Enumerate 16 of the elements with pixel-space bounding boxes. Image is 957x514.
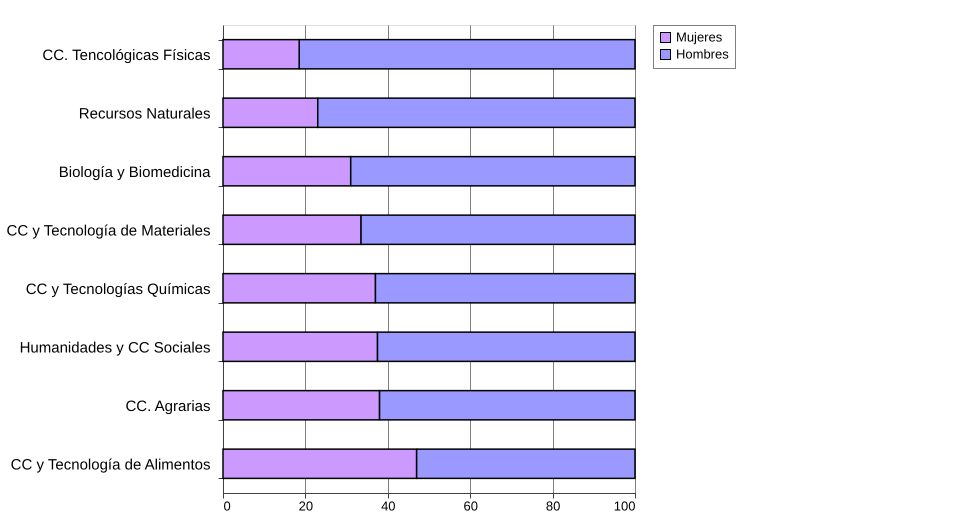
y-tick-label: Biología y Biomedicina — [58, 164, 212, 181]
y-tick-label: Recursos Naturales — [78, 105, 210, 122]
y-tick-label: CC. Tencológicas Físicas — [42, 46, 210, 64]
x-tick-label: 0 — [224, 498, 231, 514]
x-tick-label: 20 — [298, 498, 314, 514]
legend-label: Mujeres — [676, 30, 723, 44]
x-tick-label: 100 — [614, 498, 636, 514]
x-tick-label: 80 — [546, 498, 560, 514]
x-tick-label: 40 — [381, 498, 396, 514]
y-tick-label: CC y Tecnologías Químicas — [26, 280, 210, 298]
y-tick-label: CC y Tecnología de Materiales — [6, 222, 210, 240]
y-tick-label: Humanidades y CC Sociales — [20, 339, 210, 356]
legend-label: Hombres — [676, 46, 730, 62]
x-tick-label: 60 — [463, 498, 478, 514]
y-tick-label: CC y Tecnología de Alimentos — [10, 456, 210, 474]
y-tick-label: CC. Agrarias — [125, 398, 210, 415]
